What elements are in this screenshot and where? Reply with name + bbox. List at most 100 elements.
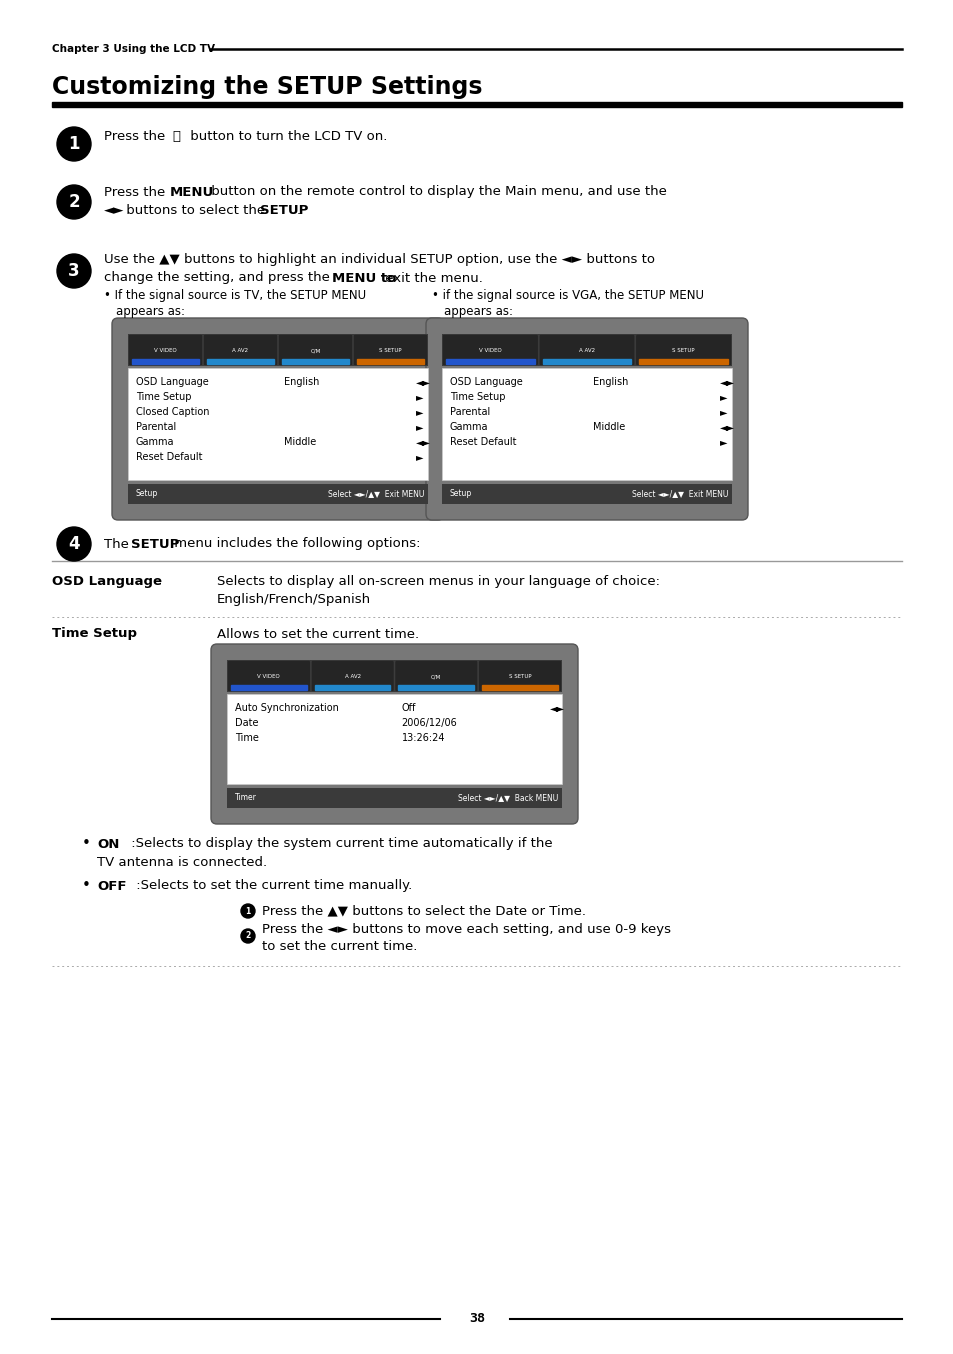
Text: ►: ► xyxy=(720,393,727,402)
Text: Chapter 3 Using the LCD TV: Chapter 3 Using the LCD TV xyxy=(52,43,214,54)
Text: Middle: Middle xyxy=(593,422,625,432)
Circle shape xyxy=(57,255,91,288)
Text: English/French/Spanish: English/French/Spanish xyxy=(216,593,371,607)
Text: ◄►: ◄► xyxy=(104,204,125,218)
Text: 2: 2 xyxy=(245,932,251,941)
Bar xyxy=(52,102,901,107)
Text: exit the menu.: exit the menu. xyxy=(380,272,482,284)
Text: Allows to set the current time.: Allows to set the current time. xyxy=(216,627,418,640)
Text: menu includes the following options:: menu includes the following options: xyxy=(170,538,420,551)
Text: Timer: Timer xyxy=(234,793,256,803)
Text: Select ◄►/▲▼  Back MENU: Select ◄►/▲▼ Back MENU xyxy=(457,793,558,803)
FancyBboxPatch shape xyxy=(635,334,731,366)
Text: C/M: C/M xyxy=(431,674,441,680)
Circle shape xyxy=(241,904,254,918)
FancyBboxPatch shape xyxy=(478,661,561,692)
Text: to set the current time.: to set the current time. xyxy=(262,941,416,953)
Text: Setup: Setup xyxy=(136,490,158,498)
Text: OSD Language: OSD Language xyxy=(450,376,522,387)
FancyBboxPatch shape xyxy=(227,661,310,692)
Bar xyxy=(227,695,561,784)
Bar xyxy=(356,359,423,364)
Text: Press the: Press the xyxy=(104,130,170,142)
Text: Press the: Press the xyxy=(104,185,170,199)
Text: Parental: Parental xyxy=(136,422,176,432)
FancyBboxPatch shape xyxy=(426,318,747,520)
Text: ◄►: ◄► xyxy=(720,376,734,387)
FancyBboxPatch shape xyxy=(112,318,443,520)
Bar xyxy=(128,483,428,504)
Text: 4: 4 xyxy=(68,535,80,552)
Circle shape xyxy=(57,185,91,219)
Text: Reset Default: Reset Default xyxy=(136,452,202,462)
Text: 1: 1 xyxy=(245,906,251,915)
Text: C/M: C/M xyxy=(310,348,320,353)
Text: Parental: Parental xyxy=(450,408,490,417)
FancyBboxPatch shape xyxy=(211,645,578,825)
Text: Gamma: Gamma xyxy=(450,422,488,432)
Text: ►: ► xyxy=(416,452,423,462)
Text: .: . xyxy=(296,204,301,218)
Text: A AV2: A AV2 xyxy=(233,348,249,353)
FancyBboxPatch shape xyxy=(354,334,427,366)
Text: Time: Time xyxy=(234,733,258,743)
Text: SETUP: SETUP xyxy=(260,204,308,218)
Text: button to turn the LCD TV on.: button to turn the LCD TV on. xyxy=(186,130,387,142)
Text: ON: ON xyxy=(97,838,119,850)
Text: :Selects to set the current time manually.: :Selects to set the current time manuall… xyxy=(132,880,412,892)
Text: •: • xyxy=(82,837,91,852)
FancyBboxPatch shape xyxy=(538,334,634,366)
Text: Selects to display all on-screen menus in your language of choice:: Selects to display all on-screen menus i… xyxy=(216,575,659,589)
Text: English: English xyxy=(593,376,628,387)
Text: Time Setup: Time Setup xyxy=(52,627,137,640)
FancyBboxPatch shape xyxy=(395,661,477,692)
FancyBboxPatch shape xyxy=(311,661,394,692)
Bar xyxy=(639,359,727,364)
Text: ◄►: ◄► xyxy=(720,422,734,432)
Text: Date: Date xyxy=(234,718,258,728)
Bar xyxy=(441,334,731,366)
Bar xyxy=(482,685,558,691)
Text: OFF: OFF xyxy=(97,880,127,892)
Text: Reset Default: Reset Default xyxy=(450,437,516,447)
Text: A AV2: A AV2 xyxy=(578,348,595,353)
Bar xyxy=(128,368,428,481)
Text: TV antenna is connected.: TV antenna is connected. xyxy=(97,856,267,868)
Text: appears as:: appears as: xyxy=(443,305,513,317)
Text: Press the ▲▼ buttons to select the Date or Time.: Press the ▲▼ buttons to select the Date … xyxy=(262,904,585,918)
Text: SETUP: SETUP xyxy=(131,538,179,551)
Text: Time Setup: Time Setup xyxy=(450,393,505,402)
Text: ◄►: ◄► xyxy=(550,703,564,714)
Text: change the setting, and press the: change the setting, and press the xyxy=(104,272,334,284)
Text: buttons to select the: buttons to select the xyxy=(122,204,269,218)
Text: MENU: MENU xyxy=(170,185,214,199)
Text: Off: Off xyxy=(401,703,416,714)
Circle shape xyxy=(57,127,91,161)
Text: •: • xyxy=(82,879,91,894)
Bar xyxy=(227,659,561,692)
Text: ►: ► xyxy=(720,408,727,417)
Text: ⏻: ⏻ xyxy=(172,130,180,142)
Text: S SETUP: S SETUP xyxy=(508,674,531,680)
Text: Use the ▲▼ buttons to highlight an individual SETUP option, use the ◄► buttons t: Use the ▲▼ buttons to highlight an indiv… xyxy=(104,252,655,265)
Text: • if the signal source is VGA, the SETUP MENU: • if the signal source is VGA, the SETUP… xyxy=(432,290,703,302)
Bar xyxy=(446,359,534,364)
Text: Middle: Middle xyxy=(284,437,316,447)
Text: Gamma: Gamma xyxy=(136,437,174,447)
Text: ►: ► xyxy=(416,408,423,417)
FancyBboxPatch shape xyxy=(442,334,537,366)
Text: appears as:: appears as: xyxy=(116,305,185,317)
Circle shape xyxy=(241,929,254,942)
Bar xyxy=(314,685,390,691)
Bar xyxy=(542,359,631,364)
Text: 2: 2 xyxy=(68,194,80,211)
Bar xyxy=(282,359,349,364)
FancyBboxPatch shape xyxy=(278,334,352,366)
Text: S SETUP: S SETUP xyxy=(378,348,401,353)
Text: 13:26:24: 13:26:24 xyxy=(401,733,445,743)
Text: • If the signal source is TV, the SETUP MENU: • If the signal source is TV, the SETUP … xyxy=(104,290,366,302)
Text: 2006/12/06: 2006/12/06 xyxy=(401,718,456,728)
Text: 3: 3 xyxy=(68,263,80,280)
Bar xyxy=(231,685,307,691)
Bar xyxy=(441,368,731,481)
